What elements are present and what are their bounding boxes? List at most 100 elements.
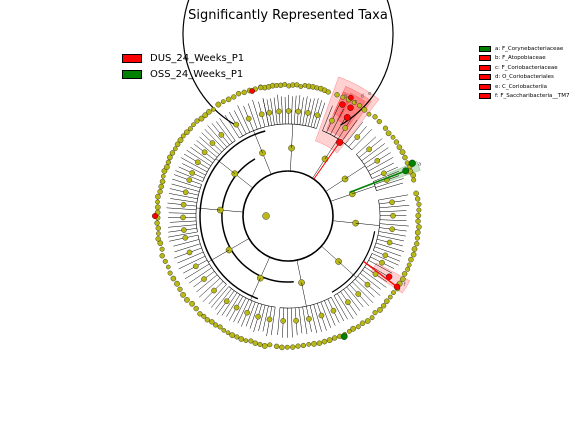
leaf-node-19 xyxy=(340,94,346,100)
leaf-branch-116 xyxy=(168,224,197,228)
leaf-branch-68 xyxy=(333,295,348,320)
leaf-node-87 xyxy=(252,340,259,346)
leaf-node-45 xyxy=(416,224,422,230)
clade-key-label-e: e: C_Coriobacteriia xyxy=(495,83,548,90)
leaf-branch-108 xyxy=(178,255,206,270)
leaf-branch-142 xyxy=(215,121,233,143)
branch-inner-7 xyxy=(250,278,261,301)
clade-letter-d: d xyxy=(361,93,364,99)
leaf-branch-149 xyxy=(247,103,258,130)
leaf-node-67 xyxy=(355,324,361,330)
leaf-branch-102 xyxy=(198,277,221,298)
inner-node-113 xyxy=(182,235,189,241)
leaf-node-90 xyxy=(238,336,245,342)
leaf-node-130 xyxy=(167,154,173,161)
leaf-node-65 xyxy=(364,318,371,324)
inner-node-115 xyxy=(181,227,187,233)
leaf-branch-14 xyxy=(307,98,315,127)
leaf-branch-20 xyxy=(330,108,344,135)
leaf-node-124 xyxy=(158,183,164,190)
biomarker-branch-f xyxy=(363,260,398,288)
clade-key-swatch-b xyxy=(479,55,491,62)
leaf-node-135 xyxy=(180,133,186,139)
inner-node-135 xyxy=(201,149,208,156)
leaf-branch-84 xyxy=(271,307,276,336)
branch-11 xyxy=(263,154,272,175)
branch-inner-1 xyxy=(324,138,339,160)
leaf-branch-33 xyxy=(370,162,394,176)
leaf-node-111 xyxy=(159,253,165,259)
leaf-node-147 xyxy=(231,94,237,100)
leaf-node-53 xyxy=(405,266,411,272)
leaf-node-88 xyxy=(248,338,254,344)
branch-0 xyxy=(290,150,292,172)
leaf-node-105 xyxy=(177,286,183,292)
backbone-arc-top xyxy=(182,0,394,126)
leaf-node-55 xyxy=(400,276,406,282)
leaf-branch-117 xyxy=(169,220,197,223)
leaf-branch-93 xyxy=(233,297,247,323)
clade-letter-b: b xyxy=(344,93,347,99)
leaf-branch-119 xyxy=(168,212,197,214)
leaf-node-33 xyxy=(402,154,408,161)
leaf-branch-67 xyxy=(337,293,354,320)
leaf-branch-2 xyxy=(270,98,275,126)
leaf-branch-126 xyxy=(172,178,201,189)
leaf-node-9 xyxy=(294,82,300,88)
inner-node-1 xyxy=(266,109,273,116)
leaf-branch-136 xyxy=(196,140,218,158)
leaf-branch-95 xyxy=(226,294,241,317)
inner-node-88 xyxy=(255,313,261,320)
inner-node-138 xyxy=(209,140,216,146)
leaf-node-133 xyxy=(174,141,181,148)
branch-9 xyxy=(222,209,244,213)
biomarker-leaf-a xyxy=(408,159,416,167)
leaf-node-26 xyxy=(376,118,382,125)
leaf-node-51 xyxy=(408,256,414,263)
branch-inner-10 xyxy=(215,158,235,174)
clade-key-label-d: d: O_Coriobacteriales xyxy=(495,74,554,81)
leaf-branch-120 xyxy=(166,207,197,211)
leaf-node-116 xyxy=(155,225,161,231)
leaf-node-75 xyxy=(316,340,323,346)
legend-item-oss: OSS_24_Weeks_P1 xyxy=(122,67,244,81)
leaf-branch-139 xyxy=(204,128,225,150)
leaf-node-81 xyxy=(284,344,290,350)
backbone-arc-order-left xyxy=(199,130,266,300)
leaf-branch-99 xyxy=(210,286,230,308)
inner-node-57 xyxy=(372,271,379,277)
inner-node-76 xyxy=(306,316,312,322)
inner-node-124 xyxy=(182,189,189,196)
inner-node-132 xyxy=(195,159,201,166)
leaf-branch-143 xyxy=(219,118,236,141)
leaf-branch-130 xyxy=(182,163,206,176)
clade-letter-e: e xyxy=(368,91,371,97)
leaf-branch-8 xyxy=(291,96,293,125)
leaf-branch-74 xyxy=(313,304,322,332)
leaf-node-93 xyxy=(225,330,231,336)
inner-node-19 xyxy=(329,117,335,124)
leaf-node-114 xyxy=(155,236,161,242)
leaf-node-72 xyxy=(331,335,338,341)
inner-node-63 xyxy=(355,291,362,297)
leaf-branch-17 xyxy=(316,102,326,129)
leaf-node-117 xyxy=(154,220,160,226)
leaf-node-84 xyxy=(267,342,273,348)
leaf-node-76 xyxy=(311,341,317,347)
inner-node-34 xyxy=(381,170,387,177)
leaf-node-30 xyxy=(393,139,400,145)
leaf-node-136 xyxy=(183,129,190,136)
legend: DUS_24_Weeks_P1 OSS_24_Weeks_P1 xyxy=(122,51,244,83)
leaf-node-102 xyxy=(189,300,195,307)
inner-node-60 xyxy=(364,281,371,288)
leaf-node-97 xyxy=(209,319,215,325)
branch-inner-4 xyxy=(355,222,380,226)
leaf-branch-72 xyxy=(320,301,332,328)
leaf-node-6 xyxy=(282,82,288,87)
leaf-node-50 xyxy=(410,251,417,258)
leaf-branch-44 xyxy=(379,219,407,222)
leaf-branch-80 xyxy=(291,307,293,338)
legend-label-oss: OSS_24_Weeks_P1 xyxy=(150,68,244,80)
leaf-node-40 xyxy=(414,196,421,202)
leaf-node-129 xyxy=(165,159,171,165)
